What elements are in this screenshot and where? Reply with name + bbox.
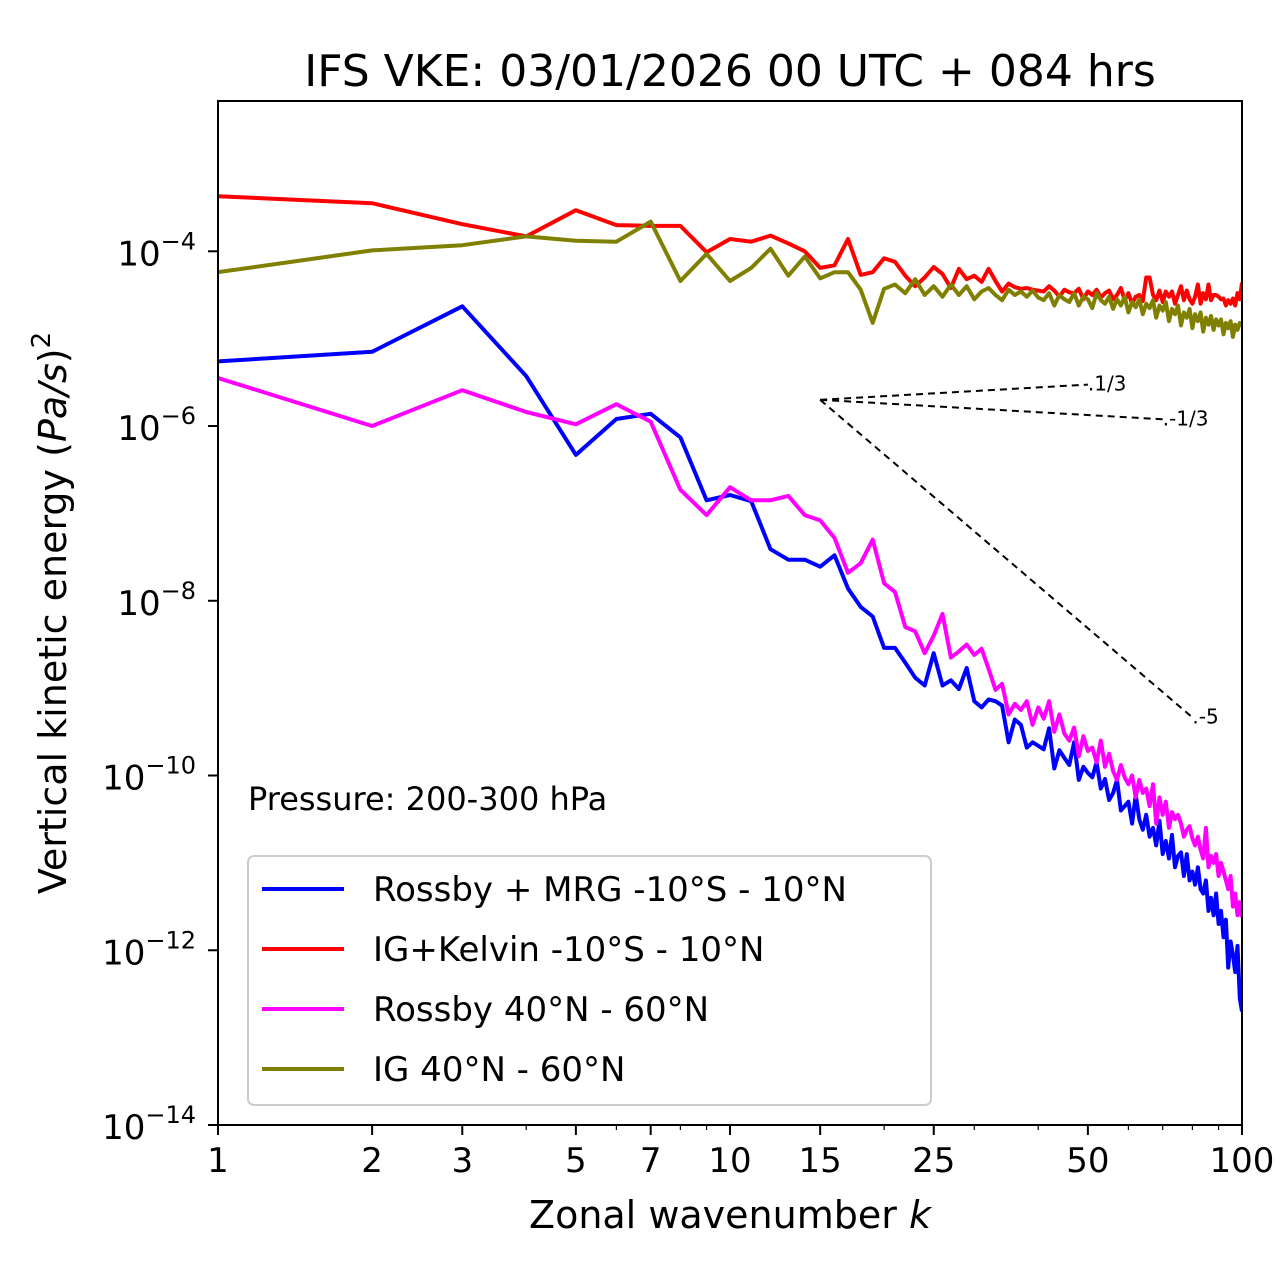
series-line-1: [218, 304, 1242, 1012]
x-tick-label: 15: [799, 1141, 842, 1181]
y-tick-exponent: −4: [161, 227, 196, 255]
y-tick-base: 10: [117, 584, 160, 624]
x-tick-label: 50: [1066, 1141, 1109, 1181]
legend-frame: [247, 855, 932, 1106]
x-tick-label: 3: [451, 1141, 473, 1181]
y-tick-label: 10−10: [102, 752, 196, 799]
y-axis-label-main: Vertical kinetic energy (: [31, 442, 75, 894]
reference-slope-label: .1/3: [1088, 372, 1127, 396]
y-tick-label: 10−14: [102, 1101, 196, 1148]
x-tick-label: 7: [640, 1141, 662, 1181]
y-axis-label: Vertical kinetic energy (Pa/s)2: [27, 332, 75, 894]
x-axis-label-main: Zonal wavenumber: [529, 1193, 909, 1237]
y-tick-label: 10−8: [117, 577, 196, 624]
series-line-4: [218, 219, 1242, 339]
legend-label: Rossby 40°N - 60°N: [373, 990, 709, 1030]
series-line-2: [218, 194, 1242, 308]
y-tick-exponent: −14: [145, 1101, 196, 1129]
x-tick-label: 25: [912, 1141, 955, 1181]
plot-area: .1/3 .-1/3 .-5 Pressure: 200-300 hPa Rossb…: [217, 100, 1243, 1126]
x-axis-label-italic: k: [909, 1193, 933, 1237]
y-tick-base: 10: [102, 759, 145, 799]
y-tick-label: 10−6: [117, 402, 196, 449]
legend-items: Rossby + MRG -10°S - 10°N IG+Kelvin -10°S…: [262, 870, 847, 1090]
x-axis: 1 2 3 5 7 10 15 25 50 100: [207, 1125, 1274, 1181]
reference-slope-line: [819, 399, 1194, 719]
y-tick-exponent: −6: [161, 402, 196, 430]
legend-label: Rossby + MRG -10°S - 10°N: [373, 870, 847, 910]
y-axis-label-sup: 2: [27, 332, 57, 349]
reference-slope-label: .-1/3: [1163, 406, 1209, 430]
reference-slopes: .1/3 .-1/3 .-5: [819, 372, 1219, 728]
y-tick-base: 10: [117, 234, 160, 274]
reference-slope-label: .-5: [1192, 704, 1218, 728]
y-tick-base: 10: [102, 1108, 145, 1148]
y-axis-label-italic: Pa/s: [31, 363, 75, 442]
x-tick-label: 2: [361, 1141, 383, 1181]
y-tick-label: 10−12: [102, 926, 196, 973]
legend: Rossby + MRG -10°S - 10°N IG+Kelvin -10°S…: [247, 855, 932, 1106]
x-tick-label: 1: [207, 1141, 229, 1181]
y-tick-base: 10: [102, 933, 145, 973]
x-axis-label: Zonal wavenumber k: [529, 1193, 933, 1237]
y-tick-base: 10: [117, 409, 160, 449]
chart-title: IFS VKE: 03/01/2026 00 UTC + 084 hrs: [304, 46, 1156, 97]
x-tick-label: 100: [1210, 1141, 1275, 1181]
series-line-3: [218, 376, 1242, 918]
y-tick-exponent: −8: [161, 577, 196, 605]
series-layer: [218, 194, 1242, 1012]
x-tick-label: 10: [708, 1141, 751, 1181]
legend-label: IG 40°N - 60°N: [373, 1050, 625, 1090]
y-tick-exponent: −10: [145, 752, 196, 780]
x-tick-label: 5: [565, 1141, 587, 1181]
reference-slope-line: [820, 383, 1088, 401]
y-tick-exponent: −12: [145, 926, 196, 954]
y-tick-label: 10−4: [117, 227, 196, 274]
y-axis-label-close: ): [31, 348, 75, 363]
pressure-annotation: Pressure: 200-300 hPa: [248, 780, 607, 818]
legend-label: IG+Kelvin -10°S - 10°N: [373, 930, 764, 970]
reference-slope-line: [820, 398, 1163, 421]
